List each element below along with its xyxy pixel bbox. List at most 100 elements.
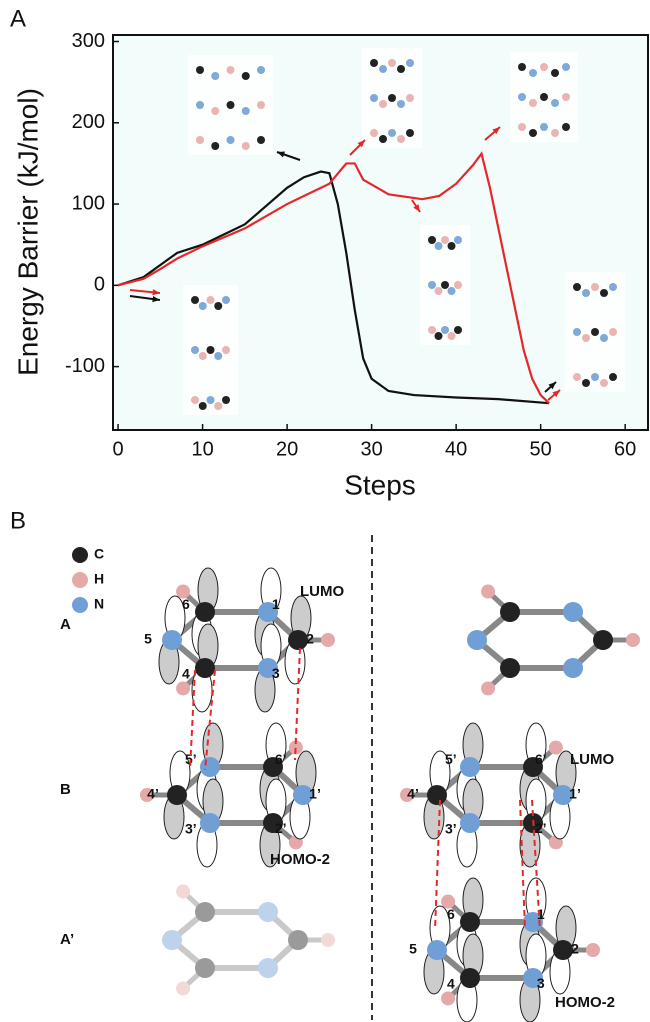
legend-label: C: [94, 546, 104, 562]
bond: [170, 909, 207, 943]
inset-atom: [214, 302, 223, 310]
atom: [400, 788, 414, 802]
inset-atom: [222, 296, 230, 304]
inset-atom: [428, 236, 436, 244]
inset-atom: [370, 94, 378, 102]
atom: [460, 912, 480, 932]
inset-atom: [529, 69, 537, 77]
inset-atom: [434, 287, 443, 295]
atom: [176, 981, 191, 996]
inset-atom: [198, 352, 207, 360]
atom: [321, 633, 335, 647]
atom: [427, 785, 447, 805]
atom: [626, 633, 640, 647]
y-axis-label: Energy Barrier (kJ/mol): [12, 88, 43, 376]
interaction: [294, 647, 301, 761]
atom: [195, 902, 215, 922]
inset-atom: [191, 346, 199, 354]
legend-atom: [72, 547, 88, 563]
atom: [140, 788, 154, 802]
atom: [523, 968, 543, 988]
bond: [170, 937, 207, 971]
atom-number: 5: [409, 941, 417, 957]
inset-atom: [562, 123, 570, 131]
atom-number: 2: [306, 631, 314, 647]
atom: [288, 630, 308, 650]
x-tick-label: 40: [445, 438, 467, 460]
atom: [258, 658, 278, 678]
inset-atom: [591, 373, 599, 381]
inset-atom: [379, 135, 387, 143]
inset-atom: [226, 136, 235, 144]
inset-atom: [370, 59, 378, 67]
atom-number: 6: [447, 906, 455, 922]
panel-label: A: [10, 5, 26, 32]
inset-atom: [406, 59, 414, 67]
atom-number: 4: [447, 976, 455, 992]
inset-atom: [196, 101, 204, 109]
orbital-label: LUMO: [300, 583, 344, 600]
atom-number: 1’: [309, 786, 321, 802]
inset-atom: [191, 396, 199, 404]
inset-atom: [257, 101, 265, 109]
atom: [162, 630, 182, 650]
atom-number: 3: [537, 975, 545, 991]
atom: [441, 894, 456, 909]
inset-atom: [551, 69, 559, 77]
molecule: [162, 884, 335, 996]
atom: [563, 658, 583, 678]
atom: [441, 991, 456, 1006]
arrow-head: [492, 127, 500, 135]
inset-atom: [241, 72, 250, 80]
atom: [167, 785, 187, 805]
legend-label: N: [94, 596, 104, 612]
inset-atom: [600, 289, 608, 297]
inset-atom: [573, 328, 581, 336]
inset-atom: [226, 101, 235, 109]
inset-atom: [211, 142, 220, 150]
inset-atom: [573, 373, 581, 381]
atom-number: 5: [144, 631, 152, 647]
inset-atom: [447, 242, 456, 250]
atom-number: 3’: [445, 821, 457, 837]
molecule: [140, 722, 317, 868]
atom-number: 4’: [407, 786, 419, 802]
y-tick-label: 200: [72, 111, 105, 133]
legend-atom: [72, 597, 88, 613]
inset-atom: [434, 332, 443, 340]
inset-atom: [600, 379, 608, 387]
y-tick-label: 0: [94, 274, 105, 296]
atom-number: 1: [272, 596, 280, 612]
atom: [427, 940, 447, 960]
atom: [200, 757, 220, 777]
inset-atom: [551, 99, 559, 107]
x-tick-label: 20: [276, 438, 298, 460]
bond: [265, 909, 301, 943]
atom-number: 2: [571, 941, 579, 957]
x-tick-label: 30: [361, 438, 383, 460]
atom: [586, 943, 600, 957]
interaction: [189, 669, 196, 771]
bond: [181, 966, 207, 991]
atom-number: 6’: [275, 751, 287, 767]
inset-atom: [211, 107, 220, 115]
inset-atom: [529, 129, 537, 137]
inset-atom: [222, 346, 230, 354]
interaction: [434, 799, 441, 931]
atom-number: 5’: [185, 751, 197, 767]
inset-atom: [196, 136, 204, 144]
atom: [593, 630, 613, 650]
atom-number: 4: [182, 666, 190, 682]
inset-atom: [591, 328, 599, 336]
inset-atom: [540, 93, 548, 101]
inset-atom: [591, 283, 599, 291]
x-tick-label: 50: [530, 438, 552, 460]
atom: [321, 933, 335, 947]
inset-atom: [518, 63, 526, 71]
line: [117, 170, 550, 405]
y-tick-label: 300: [72, 30, 105, 52]
inset-atom: [206, 346, 215, 354]
legend-label: H: [94, 571, 104, 587]
arrow-head: [552, 390, 560, 398]
